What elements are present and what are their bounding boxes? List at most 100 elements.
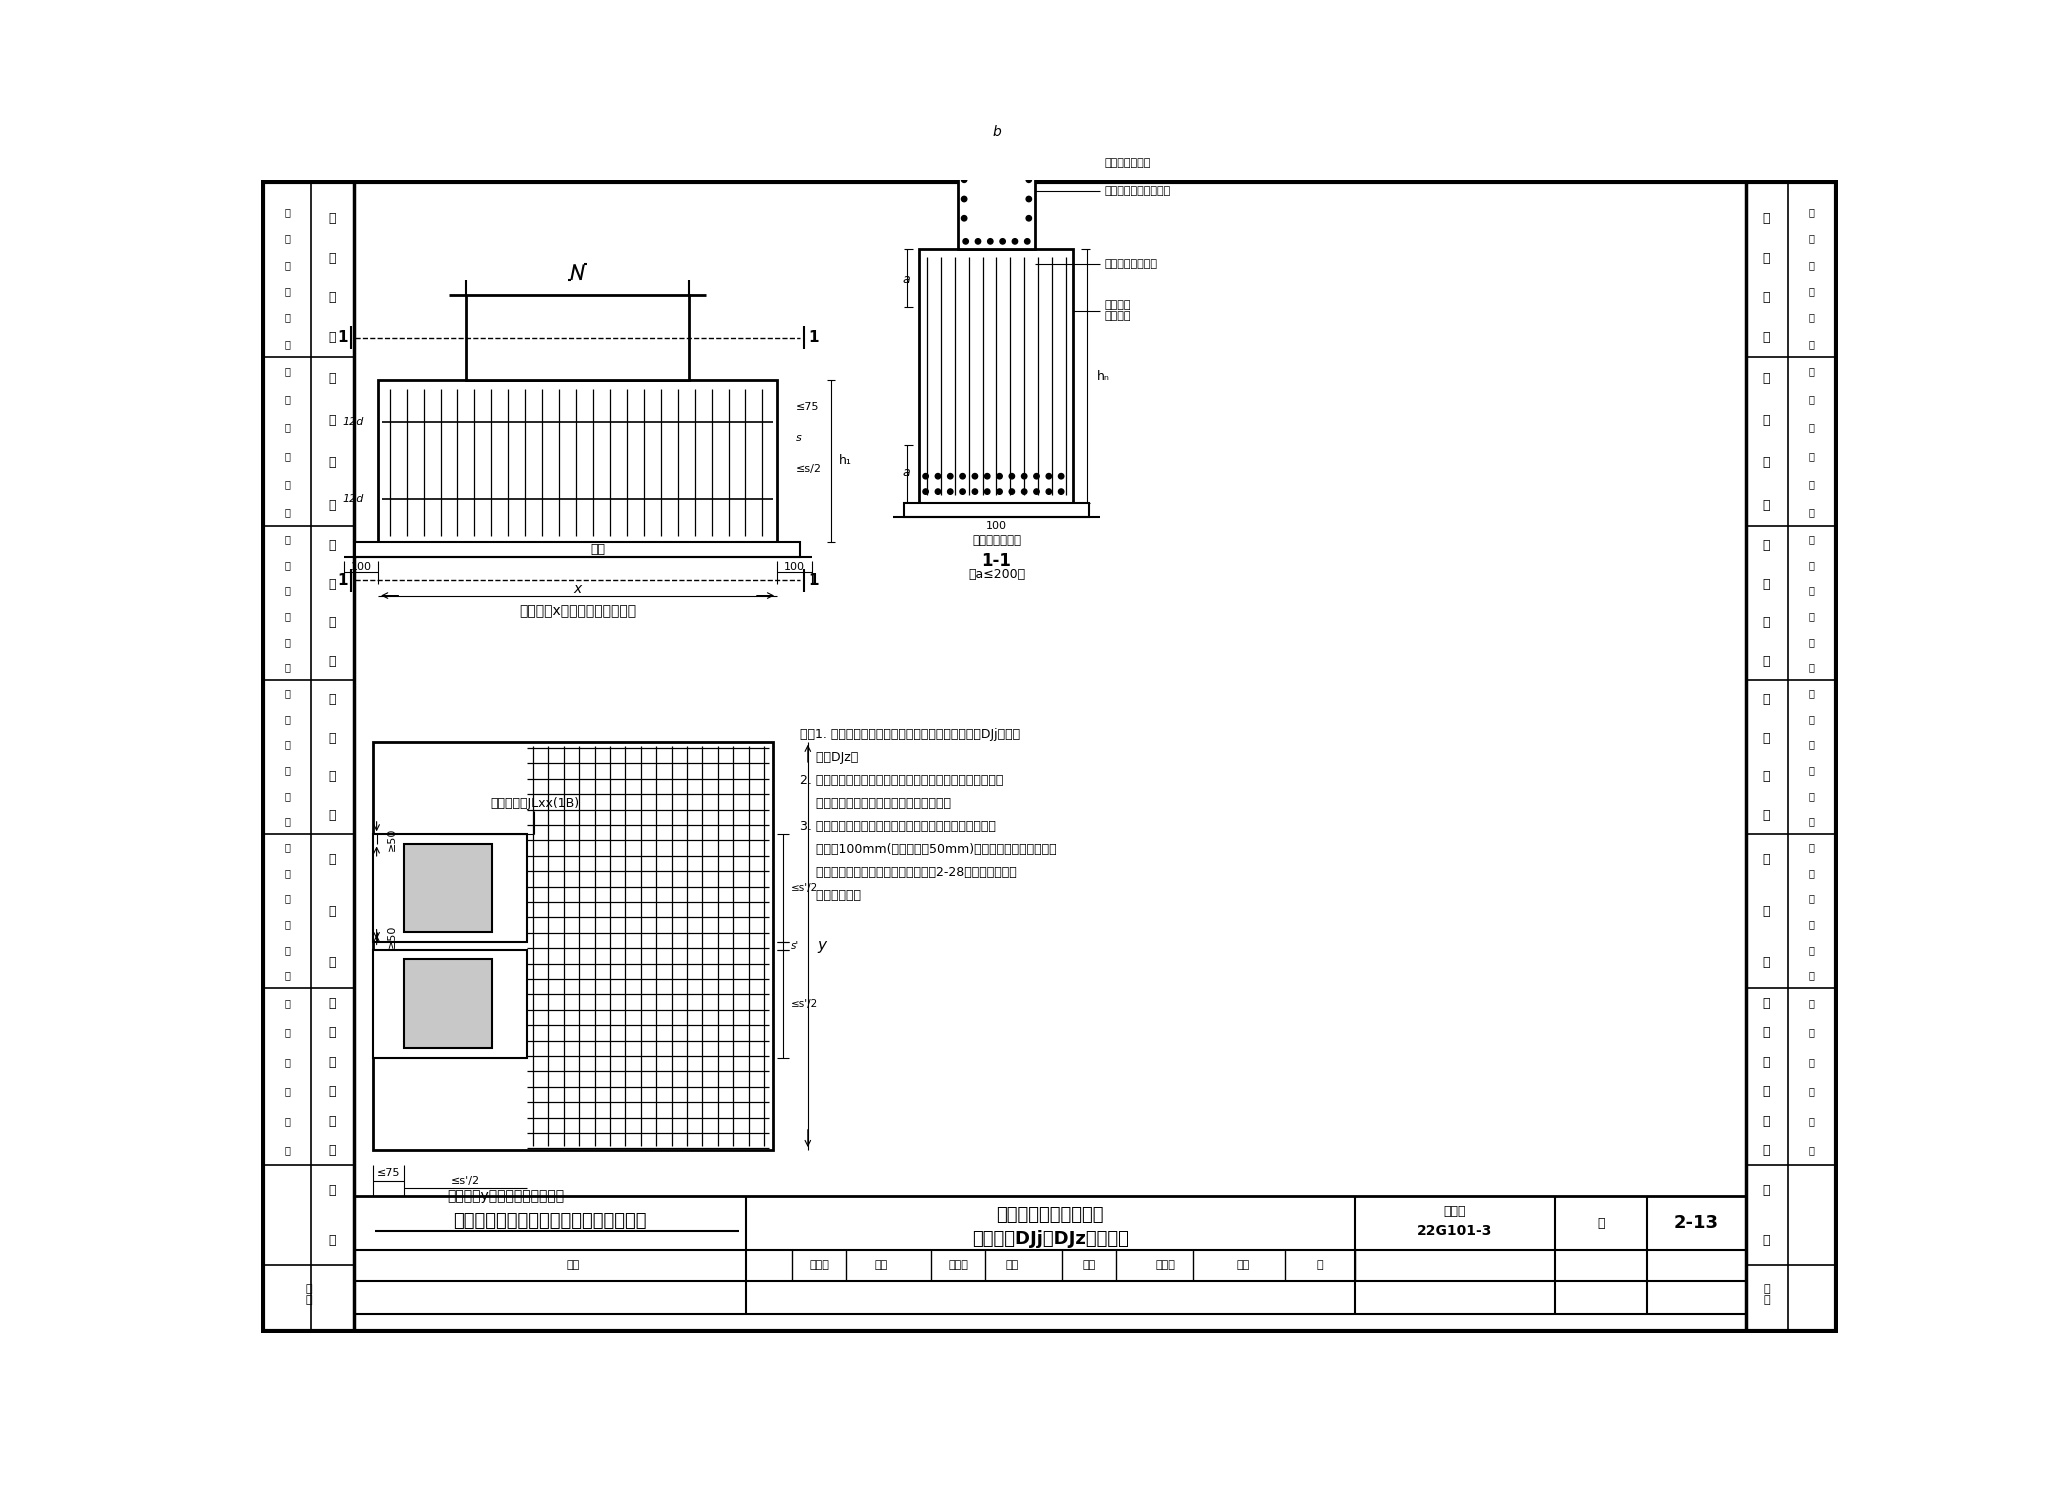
Text: 一: 一	[1763, 213, 1769, 225]
Text: 基: 基	[328, 996, 336, 1010]
Text: 准: 准	[1808, 394, 1815, 404]
Circle shape	[985, 488, 989, 494]
Bar	[379, 380, 776, 542]
Text: 构: 构	[285, 586, 291, 595]
Circle shape	[1026, 216, 1032, 220]
Text: 构: 构	[1808, 259, 1815, 270]
Text: 独: 独	[328, 372, 336, 385]
Text: 100: 100	[985, 521, 1008, 532]
Text: 基: 基	[1763, 996, 1769, 1010]
Text: 关: 关	[1763, 1085, 1769, 1098]
Text: 准: 准	[285, 234, 291, 244]
Text: 基: 基	[1763, 616, 1769, 629]
Circle shape	[963, 238, 969, 244]
Circle shape	[936, 488, 940, 494]
Text: ≤75: ≤75	[797, 401, 819, 412]
Text: 基: 基	[328, 905, 336, 918]
Text: 签名: 签名	[1237, 1260, 1249, 1270]
Circle shape	[961, 196, 967, 202]
Text: 1-1: 1-1	[981, 551, 1012, 569]
Circle shape	[1047, 488, 1051, 494]
Circle shape	[1024, 238, 1030, 244]
Text: 桩: 桩	[1763, 854, 1769, 866]
Text: 形: 形	[328, 731, 336, 745]
Text: 详: 详	[285, 637, 291, 647]
Text: 图: 图	[285, 508, 291, 517]
Text: 基: 基	[328, 457, 336, 469]
Circle shape	[1059, 473, 1063, 479]
Text: ≤s'/2: ≤s'/2	[791, 999, 817, 1008]
Text: 基础梁箍筋及侧面纵筋: 基础梁箍筋及侧面纵筋	[1104, 186, 1171, 196]
Text: 基础底板y向（短向）分布钢筋: 基础底板y向（短向）分布钢筋	[446, 1189, 565, 1203]
Bar	[373, 834, 526, 942]
Text: ≥50: ≥50	[387, 827, 397, 851]
Text: 造: 造	[1808, 765, 1815, 774]
Text: 录: 录	[305, 1296, 311, 1305]
Text: 形: 形	[1763, 578, 1769, 590]
Circle shape	[1022, 488, 1026, 494]
Text: 础: 础	[328, 655, 336, 668]
Text: 构: 构	[285, 259, 291, 270]
Text: 条: 条	[1763, 539, 1769, 551]
Circle shape	[973, 488, 977, 494]
Text: 造: 造	[1763, 1144, 1769, 1156]
Circle shape	[987, 238, 993, 244]
Text: 图集号: 图集号	[1444, 1204, 1466, 1218]
Text: 基: 基	[328, 616, 336, 629]
Bar	[903, 503, 1090, 517]
Text: 标: 标	[1808, 998, 1815, 1008]
Text: h₁: h₁	[838, 454, 852, 467]
Text: 注：1. 双柱独立基础底板的截面形状，可为阶形截面DJj或锥形: 注：1. 双柱独立基础底板的截面形状，可为阶形截面DJj或锥形	[801, 728, 1020, 740]
Text: 准: 准	[285, 394, 291, 404]
Bar	[467, 295, 690, 380]
Text: 基础底板
受力钢筋: 基础底板 受力钢筋	[1104, 300, 1130, 322]
Text: 与基础梁箍筋的下水平段位于同一层面。: 与基础梁箍筋的下水平段位于同一层面。	[801, 797, 950, 810]
Text: 关: 关	[328, 1085, 336, 1098]
Text: 造: 造	[328, 331, 336, 343]
Text: 造: 造	[1808, 1086, 1815, 1097]
Text: 详: 详	[1808, 479, 1815, 488]
Text: ≤75: ≤75	[377, 1168, 399, 1177]
Text: 桩: 桩	[328, 854, 336, 866]
Circle shape	[961, 473, 965, 479]
Text: 1: 1	[807, 572, 819, 587]
Circle shape	[997, 473, 1001, 479]
Text: 基: 基	[1763, 905, 1769, 918]
Bar	[958, 157, 1034, 249]
Text: s: s	[797, 433, 803, 443]
Circle shape	[1034, 473, 1038, 479]
Text: 构: 构	[328, 291, 336, 304]
Circle shape	[975, 238, 981, 244]
Text: 2. 双柱独立基础底部短向受力钢筋设置在基础梁纵筋之下，: 2. 双柱独立基础底部短向受力钢筋设置在基础梁纵筋之下，	[801, 774, 1004, 786]
Text: 100: 100	[784, 562, 805, 572]
Text: 础: 础	[1763, 809, 1769, 821]
Text: 详: 详	[285, 479, 291, 488]
Text: 基础底板分布钢筋: 基础底板分布钢筋	[1104, 259, 1157, 270]
Text: 造: 造	[1808, 920, 1815, 929]
Text: ≤s'/2: ≤s'/2	[791, 884, 817, 893]
Text: ≥50: ≥50	[387, 924, 397, 948]
Text: 设计: 设计	[1081, 1260, 1096, 1270]
Text: 构: 构	[285, 422, 291, 433]
Text: 标: 标	[285, 688, 291, 698]
Text: 构: 构	[1808, 893, 1815, 903]
Text: ≤s'/2: ≤s'/2	[451, 1176, 479, 1186]
Text: 造: 造	[285, 920, 291, 929]
Text: 附: 附	[1763, 1183, 1769, 1197]
Text: 100: 100	[350, 562, 373, 572]
Circle shape	[985, 473, 989, 479]
Circle shape	[1047, 473, 1051, 479]
Text: 造: 造	[285, 286, 291, 297]
Bar	[403, 843, 492, 932]
Text: 造: 造	[285, 765, 291, 774]
Circle shape	[948, 488, 952, 494]
Text: 独: 独	[1763, 372, 1769, 385]
Text: 基础梁顶部纵筋: 基础梁顶部纵筋	[1104, 157, 1151, 168]
Text: 筏: 筏	[1763, 694, 1769, 706]
Text: 构: 构	[328, 1115, 336, 1128]
Text: 构: 构	[1763, 291, 1769, 304]
Text: 立: 立	[328, 413, 336, 427]
Circle shape	[999, 238, 1006, 244]
Text: 造: 造	[328, 1144, 336, 1156]
Text: 标: 标	[1808, 535, 1815, 544]
